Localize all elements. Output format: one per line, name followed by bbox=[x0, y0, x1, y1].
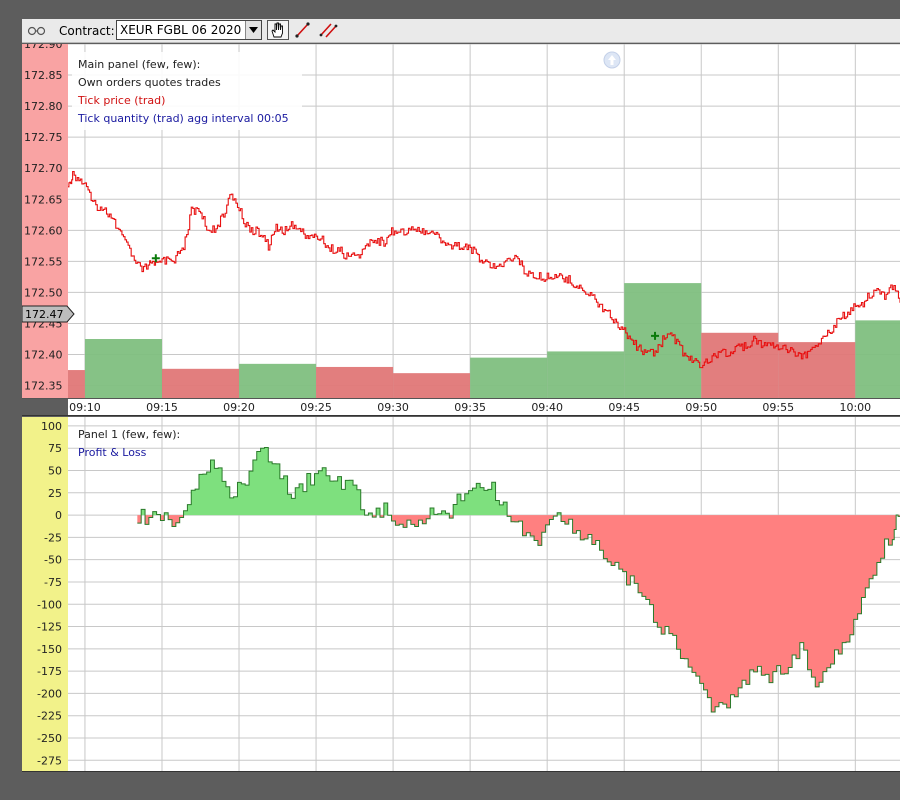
main-y-tick-label: 172.60 bbox=[24, 224, 63, 237]
main-x-tick-label: 09:15 bbox=[146, 401, 178, 414]
quantity-bar bbox=[316, 366, 394, 398]
contract-select-value: XEUR FGBL 06 2020 bbox=[120, 23, 242, 37]
quantity-bar bbox=[855, 320, 900, 398]
main-y-axis-band bbox=[22, 44, 68, 398]
panel1-y-tick-label: -50 bbox=[44, 554, 62, 567]
up-arrow-glyph bbox=[608, 55, 616, 65]
grip-icon[interactable] bbox=[27, 26, 57, 36]
main-legend-item: Tick quantity (trad) agg interval 00:05 bbox=[77, 112, 289, 125]
contract-select[interactable]: XEUR FGBL 06 2020 bbox=[116, 20, 262, 40]
main-y-tick-label: 172.65 bbox=[24, 193, 63, 206]
main-y-tick-label: 172.85 bbox=[24, 69, 63, 82]
panel1-y-tick-label: -200 bbox=[37, 687, 62, 700]
quantity-bar bbox=[701, 332, 779, 398]
panel1-y-tick-label: 25 bbox=[48, 487, 62, 500]
chart-area[interactable]: 172.90 172.85 172.80 172.75 172.70 172.65 172.… bbox=[22, 44, 900, 773]
panel1-y-tick-label: -25 bbox=[44, 531, 62, 544]
panel1[interactable]: 100 75 50 25 0 -25 -50 -75 -100 -125 -150 -175 -200 -… bbox=[22, 417, 900, 772]
draw-line-icon[interactable] bbox=[292, 20, 314, 40]
panel1-y-axis-band bbox=[22, 417, 68, 771]
main-y-tick-label: 172.35 bbox=[24, 380, 63, 393]
quantity-bar bbox=[68, 370, 85, 398]
main-y-tick-label: 172.80 bbox=[24, 100, 63, 113]
pnl-loss-area bbox=[137, 515, 900, 713]
price-line bbox=[68, 170, 900, 369]
panel1-y-tick-label: -175 bbox=[37, 665, 62, 678]
main-x-axis-band bbox=[68, 398, 900, 415]
main-x-tick-label: 09:45 bbox=[608, 401, 640, 414]
main-x-tick-label: 09:10 bbox=[69, 401, 101, 414]
main-legend-item: Tick price (trad) bbox=[77, 94, 165, 107]
main-y-tick-label: 172.90 bbox=[24, 44, 63, 51]
panel1-legend-title: Panel 1 (few, few): bbox=[78, 428, 180, 441]
panel1-y-tick-label: 100 bbox=[41, 420, 62, 433]
main-x-tick-label: 10:00 bbox=[839, 401, 871, 414]
panel1-y-tick-label: -225 bbox=[37, 710, 62, 723]
contract-label: Contract: bbox=[59, 24, 115, 38]
panel1-y-tick-label: -100 bbox=[37, 598, 62, 611]
main-x-tick-label: 09:25 bbox=[300, 401, 332, 414]
panel1-y-tick-label: -75 bbox=[44, 576, 62, 589]
draw-multi-line-icon[interactable] bbox=[318, 20, 340, 40]
panel1-y-tick-label: -125 bbox=[37, 621, 62, 634]
toolbar: Contract: XEUR FGBL 06 2020 bbox=[22, 19, 900, 43]
dropdown-arrow-icon[interactable] bbox=[245, 21, 261, 39]
main-legend-background bbox=[72, 52, 302, 130]
main-x-tick-label: 09:50 bbox=[685, 401, 717, 414]
quantity-bar bbox=[84, 339, 162, 398]
panel1-y-tick-label: 75 bbox=[48, 442, 62, 455]
current-price-marker bbox=[22, 305, 75, 323]
panel1-y-tick-label: 0 bbox=[55, 509, 62, 522]
hand-pan-icon[interactable] bbox=[267, 20, 289, 40]
quantity-bar bbox=[393, 373, 471, 398]
main-x-tick-label: 09:55 bbox=[762, 401, 794, 414]
main-x-tick-label: 09:20 bbox=[223, 401, 255, 414]
main-x-tick-label: 09:35 bbox=[454, 401, 486, 414]
main-x-tick-label: 09:40 bbox=[531, 401, 563, 414]
trade-marker-buy-icon bbox=[151, 254, 160, 263]
quantity-bar bbox=[161, 368, 240, 398]
main-y-tick-label: 172.75 bbox=[24, 131, 63, 144]
main-legend-item: Own orders quotes trades bbox=[78, 76, 221, 89]
panel1-y-tick-label: -275 bbox=[37, 754, 62, 767]
trade-marker-buy-icon bbox=[651, 331, 660, 340]
quantity-bar bbox=[547, 351, 625, 398]
panel1-y-tick-label: -250 bbox=[37, 732, 62, 745]
main-legend-item: Main panel (few, few): bbox=[78, 58, 200, 71]
quantity-bar bbox=[239, 363, 317, 398]
main-y-tick-label: 172.50 bbox=[24, 286, 63, 299]
panel1-legend-item: Profit & Loss bbox=[78, 446, 147, 459]
pnl-step-line bbox=[137, 446, 900, 713]
main-panel[interactable]: 172.90 172.85 172.80 172.75 172.70 172.65 172.… bbox=[22, 44, 900, 416]
panel1-y-tick-label: 50 bbox=[48, 465, 62, 478]
main-y-tick-label: 172.55 bbox=[24, 255, 63, 268]
quantity-bar bbox=[470, 357, 548, 398]
pnl-profit-area bbox=[141, 447, 899, 516]
panel1-y-tick-label: -150 bbox=[37, 643, 62, 656]
main-y-tick-label: 172.70 bbox=[24, 162, 63, 175]
main-y-tick-label: 172.40 bbox=[24, 349, 63, 362]
main-x-tick-label: 09:30 bbox=[377, 401, 409, 414]
current-price-label: 172.47 bbox=[25, 308, 64, 321]
